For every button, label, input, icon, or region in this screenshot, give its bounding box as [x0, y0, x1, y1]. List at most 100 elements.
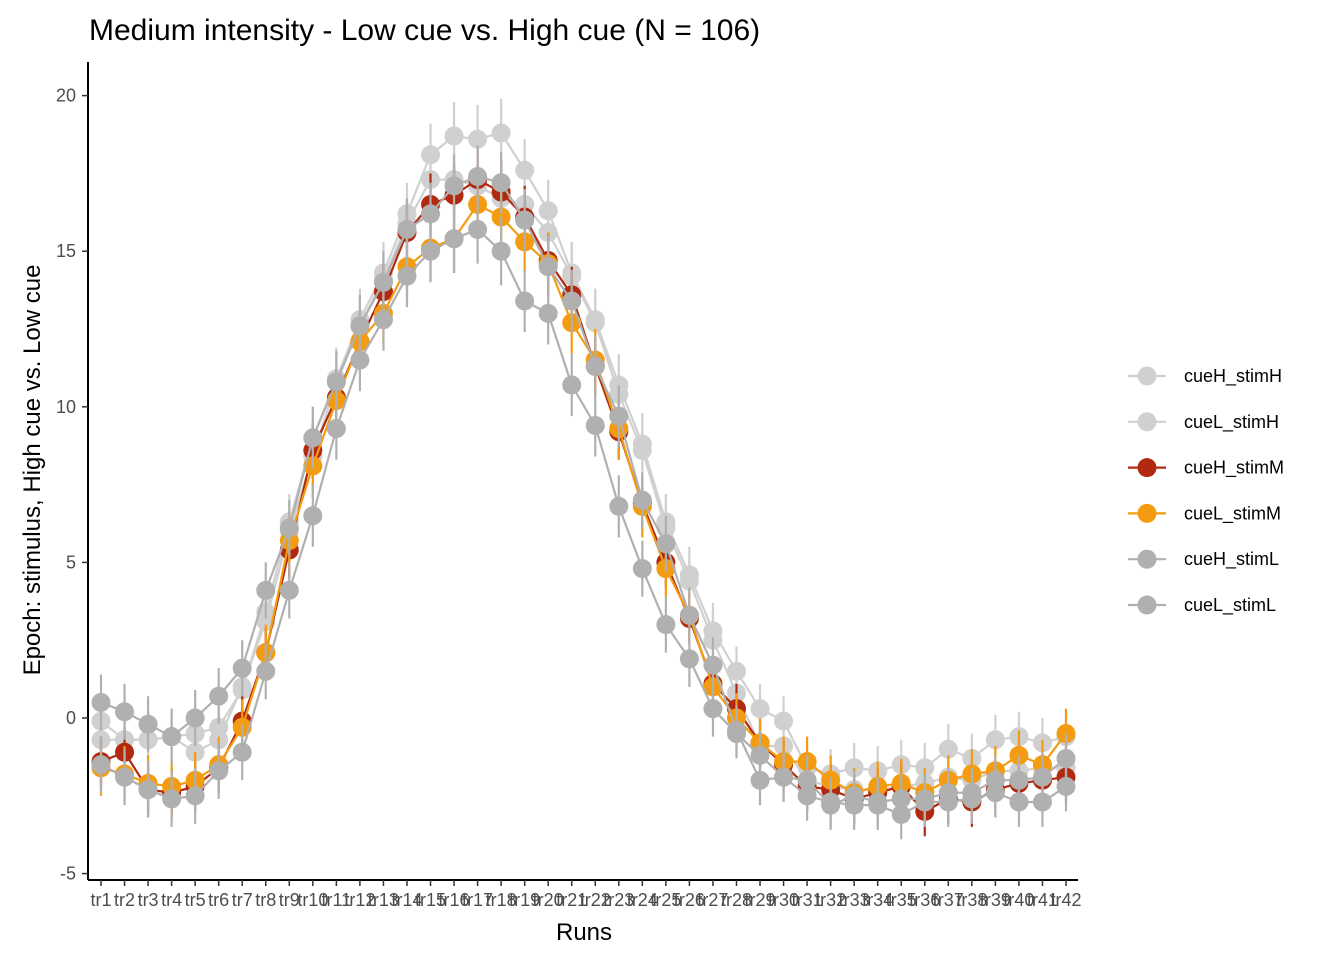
data-point [491, 173, 511, 193]
data-point [938, 739, 958, 759]
y-axis-title: Epoch: stimulus, High cue vs. Low cue [19, 265, 46, 676]
data-point [656, 534, 676, 554]
x-tick-label: tr13 [368, 890, 399, 910]
x-tick-label: tr16 [439, 890, 470, 910]
plot-area [91, 98, 1076, 840]
x-tick-label: tr18 [486, 890, 517, 910]
legend-key-point [1137, 503, 1157, 523]
data-point [444, 229, 464, 249]
x-tick-label: tr24 [627, 890, 658, 910]
data-point [279, 518, 299, 538]
x-tick-label: tr30 [768, 890, 799, 910]
x-tick-label: tr37 [933, 890, 964, 910]
x-tick-label: tr40 [1003, 890, 1034, 910]
x-tick-label: tr3 [138, 890, 159, 910]
data-point [209, 761, 229, 781]
x-tick-label: tr1 [90, 890, 111, 910]
x-axis-title: Runs [556, 919, 612, 946]
y-tick-label: 20 [56, 86, 76, 106]
legend-label: cueL_stimL [1184, 595, 1276, 616]
y-tick-label: 5 [66, 552, 76, 572]
data-point [444, 176, 464, 196]
x-tick-label: tr28 [721, 890, 752, 910]
legend-item: cueH_stimH [1128, 366, 1282, 387]
data-point [421, 241, 441, 261]
data-point [421, 204, 441, 224]
x-tick-label: tr17 [462, 890, 493, 910]
data-point [491, 123, 511, 143]
x-tick-label: tr26 [674, 890, 705, 910]
data-point [1032, 792, 1052, 812]
x-tick-label: tr25 [650, 890, 681, 910]
x-tick-label: tr19 [509, 890, 540, 910]
data-point [91, 692, 111, 712]
data-point [468, 129, 488, 149]
data-point [726, 724, 746, 744]
legend-label: cueH_stimL [1184, 549, 1279, 570]
legend: cueH_stimH cueL_stimH cueH_stimM cueL_stimM… [1128, 366, 1284, 616]
data-point [162, 727, 182, 747]
data-point [468, 167, 488, 187]
data-point [609, 406, 629, 426]
x-tick-label: tr5 [185, 890, 206, 910]
data-point [609, 496, 629, 516]
legend-key-point [1137, 366, 1157, 386]
data-point [891, 804, 911, 824]
data-point [985, 783, 1005, 803]
x-tick-label: tr4 [161, 890, 182, 910]
x-tick-label: tr20 [533, 890, 564, 910]
data-point [256, 580, 276, 600]
x-tick-label: tr15 [415, 890, 446, 910]
x-tick-label: tr6 [208, 890, 229, 910]
legend-label: cueL_stimM [1184, 503, 1281, 524]
y-tick-label: 15 [56, 241, 76, 261]
data-point [750, 745, 770, 765]
x-tick-label: tr2 [114, 890, 135, 910]
x-tick-label: tr10 [297, 890, 328, 910]
x-tick-label: tr38 [956, 890, 987, 910]
data-point [562, 291, 582, 311]
data-point [515, 291, 535, 311]
legend-item: cueL_stimH [1128, 412, 1279, 433]
data-point [985, 730, 1005, 750]
data-point [256, 661, 276, 681]
data-point [209, 686, 229, 706]
legend-key-point [1137, 549, 1157, 569]
x-tick-label: tr7 [232, 890, 253, 910]
data-point [350, 350, 370, 370]
y-tick-label: -5 [60, 864, 76, 884]
data-point [679, 605, 699, 625]
x-tick-label: tr11 [322, 890, 352, 910]
data-point [515, 160, 535, 180]
data-point [397, 266, 417, 286]
legend-label: cueL_stimH [1184, 412, 1279, 433]
legend-item: cueH_stimL [1128, 549, 1279, 570]
data-point [468, 219, 488, 239]
x-tick-label: tr14 [391, 890, 422, 910]
data-point [562, 375, 582, 395]
x-tick-label: tr34 [862, 890, 893, 910]
data-point [279, 580, 299, 600]
data-point [326, 419, 346, 439]
data-point [868, 795, 888, 815]
legend-item: cueL_stimL [1128, 595, 1276, 616]
x-tick-label: tr29 [745, 890, 776, 910]
data-point [962, 789, 982, 809]
data-point [632, 490, 652, 510]
data-point [232, 658, 252, 678]
y-tick-label: 0 [66, 708, 76, 728]
data-point [538, 257, 558, 277]
x-tick-label: tr22 [580, 890, 611, 910]
legend-key-point [1137, 458, 1157, 478]
legend-item: cueH_stimM [1128, 458, 1284, 479]
x-tick-label: tr9 [279, 890, 300, 910]
data-point [162, 789, 182, 809]
data-point [350, 316, 370, 336]
data-point [797, 786, 817, 806]
data-point [397, 219, 417, 239]
x-tick-label: tr33 [839, 890, 870, 910]
data-point [679, 649, 699, 669]
